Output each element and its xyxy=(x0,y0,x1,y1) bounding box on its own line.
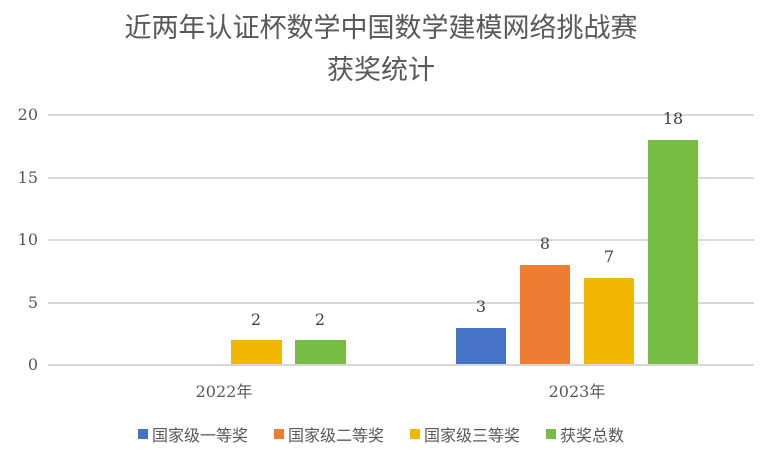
legend-item-third-prize: 国家级三等奖 xyxy=(410,422,520,446)
legend-swatch-yellow xyxy=(410,429,420,439)
bar-2022-third-prize xyxy=(231,340,282,364)
legend-swatch-orange xyxy=(273,429,284,439)
chart-title-line-2: 获奖统计 xyxy=(327,55,435,86)
ytick-10: 10 xyxy=(17,230,38,249)
bar-2023-third-prize xyxy=(584,278,634,364)
value-label-2023-total: 18 xyxy=(662,109,684,128)
chart-title-line-1: 近两年认证杯数学中国数学建模网络挑战赛 xyxy=(124,13,638,44)
gridline-5 xyxy=(48,302,754,304)
value-label-2023-third-prize: 7 xyxy=(603,247,615,266)
x-category-2022: 2022年 xyxy=(195,382,253,401)
gridline-15 xyxy=(48,177,754,179)
legend-label: 国家级一等奖 xyxy=(151,426,248,445)
x-category-2023: 2023年 xyxy=(548,382,606,401)
legend-item-first-prize: 国家级一等奖 xyxy=(137,422,248,446)
bar-2023-second-prize xyxy=(520,265,570,364)
legend-label: 获奖总数 xyxy=(560,426,625,445)
legend-label: 国家级二等奖 xyxy=(287,426,384,445)
legend-label: 国家级三等奖 xyxy=(424,426,521,445)
value-label-2022-third-prize: 2 xyxy=(250,310,262,329)
ytick-0: 0 xyxy=(27,355,38,374)
gridline-20 xyxy=(48,114,754,116)
value-label-2022-total: 2 xyxy=(314,310,326,329)
gridline-10 xyxy=(48,239,754,241)
value-label-2023-second-prize: 8 xyxy=(539,234,551,253)
bar-2022-total xyxy=(295,340,346,364)
legend-item-second-prize: 国家级二等奖 xyxy=(273,422,384,446)
ytick-20: 20 xyxy=(17,105,38,124)
ytick-15: 15 xyxy=(17,168,38,187)
value-label-2023-first-prize: 3 xyxy=(475,297,487,316)
legend: 国家级一等奖 国家级二等奖 国家级三等奖 获奖总数 xyxy=(0,422,762,446)
legend-swatch-blue xyxy=(137,429,148,439)
legend-item-total: 获奖总数 xyxy=(546,422,624,446)
x-axis-baseline xyxy=(48,364,754,366)
ytick-5: 5 xyxy=(27,293,38,312)
bar-2023-total xyxy=(648,140,698,364)
bar-2023-first-prize xyxy=(456,328,506,364)
legend-swatch-green xyxy=(546,429,557,439)
